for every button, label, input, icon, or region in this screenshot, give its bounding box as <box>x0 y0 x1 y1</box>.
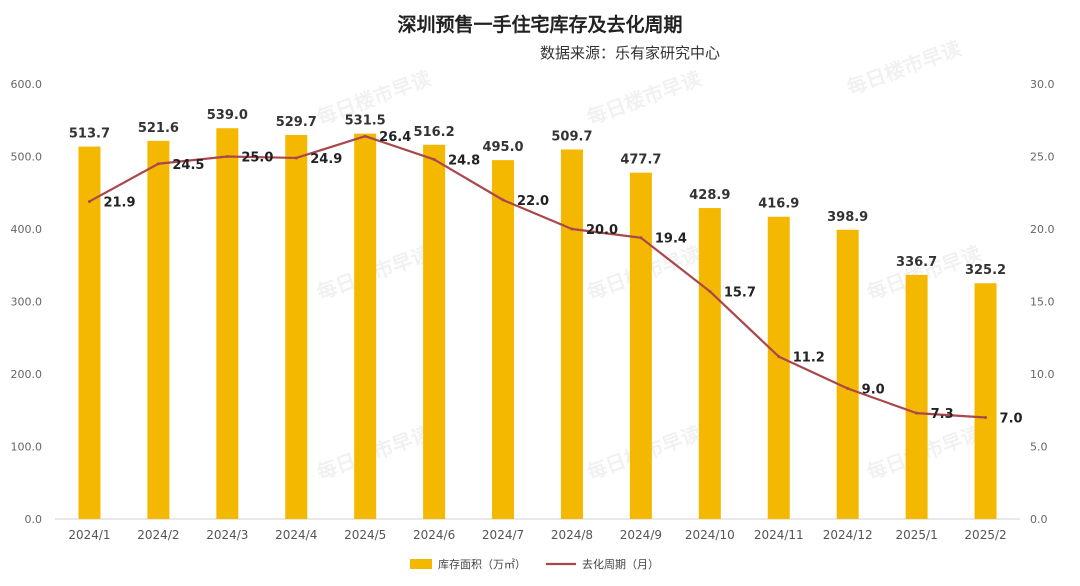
line-value-label: 24.9 <box>310 152 342 167</box>
x-tick-label: 2024/4 <box>275 528 317 542</box>
line-path <box>88 135 986 419</box>
line-series <box>87 134 988 419</box>
y-right-tick-label: 30.0 <box>1030 78 1055 91</box>
y-right-tick-label: 15.0 <box>1030 296 1055 309</box>
line-point <box>570 227 574 231</box>
y-right-tick-label: 5.0 <box>1030 441 1048 454</box>
x-tick-label: 2025/1 <box>895 528 937 542</box>
line-value-label: 15.7 <box>724 285 756 300</box>
line-value-label: 9.0 <box>862 383 885 398</box>
bar <box>560 149 583 519</box>
bar-value-label: 416.9 <box>758 197 799 212</box>
watermark-text: 每日楼市早读 <box>844 36 965 100</box>
y-left-tick-label: 200.0 <box>11 368 43 381</box>
y-left-tick-label: 400.0 <box>11 223 43 236</box>
bar <box>905 274 928 519</box>
line-value-label: 20.0 <box>586 223 618 238</box>
chart-subtitle: 数据来源：乐有家研究中心 <box>539 44 720 62</box>
line-point <box>87 199 91 203</box>
x-tick-label: 2024/5 <box>344 528 386 542</box>
bar <box>423 144 446 519</box>
bar <box>836 229 859 520</box>
bar-value-label: 513.7 <box>69 127 110 142</box>
line-point <box>363 134 367 138</box>
x-tick-label: 2024/2 <box>137 528 179 542</box>
bar-value-label: 428.9 <box>689 188 730 203</box>
y-left-tick-label: 0.0 <box>25 513 43 526</box>
line-value-label: 19.4 <box>655 232 687 247</box>
line-point <box>846 387 850 390</box>
legend: 库存面积（万㎡） 去化周期（月） <box>410 557 659 571</box>
bar-value-label: 539.0 <box>207 108 248 123</box>
x-tick-label: 2025/2 <box>964 528 1006 542</box>
line-value-label: 7.0 <box>1000 412 1023 427</box>
line-value-label: 7.3 <box>931 407 954 422</box>
line-point <box>915 411 919 415</box>
legend-label-bar: 库存面积（万㎡） <box>438 557 526 571</box>
bar <box>974 283 997 519</box>
y-right-tick-label: 0.0 <box>1030 513 1048 526</box>
x-tick-label: 2024/7 <box>482 528 524 542</box>
line-value-label: 24.8 <box>448 153 480 168</box>
bar <box>216 128 239 519</box>
bar-value-label: 495.0 <box>482 140 523 155</box>
line-value-label: 24.5 <box>172 158 204 173</box>
x-tick-label: 2024/3 <box>206 528 248 542</box>
x-tick-label: 2024/10 <box>685 528 735 542</box>
bar-value-label: 477.7 <box>620 153 661 168</box>
bar-value-label: 531.5 <box>345 114 386 129</box>
x-tick-label: 2024/12 <box>823 528 873 542</box>
line-point <box>294 156 298 160</box>
bar <box>78 146 101 519</box>
bar-value-label: 529.7 <box>276 115 317 130</box>
bar-value-label: 325.2 <box>965 263 1006 278</box>
line-value-label: 11.2 <box>793 351 825 366</box>
legend-label-line: 去化周期（月） <box>582 557 659 571</box>
bar <box>147 140 170 519</box>
line-point <box>432 157 436 161</box>
line-value-label: 21.9 <box>103 195 135 210</box>
line-point <box>708 289 712 293</box>
legend-swatch-bar <box>410 559 432 569</box>
bar-value-label: 509.7 <box>551 129 592 144</box>
bar-series <box>78 128 997 520</box>
bar <box>354 133 377 519</box>
data-labels: 513.7 521.6 539.0 529.7 531.5 516.2 495.0 509.7… <box>69 108 1023 426</box>
watermark-text: 每日楼市早读 <box>584 66 705 130</box>
bar <box>767 216 790 519</box>
line-value-label: 26.4 <box>379 130 411 145</box>
bar-value-label: 336.7 <box>896 255 937 270</box>
line-value-label: 22.0 <box>517 194 549 209</box>
y-right-tick-label: 10.0 <box>1030 368 1055 381</box>
line-point <box>639 236 643 240</box>
line-point <box>501 198 505 202</box>
bar <box>698 208 721 520</box>
y-right-tick-label: 25.0 <box>1030 151 1055 164</box>
axes: 0.0 100.0 200.0 300.0 400.0 500.0 600.0 0.0 5.0 1… <box>11 78 1055 542</box>
line-point <box>777 355 781 359</box>
line-point <box>156 162 160 166</box>
x-tick-label: 2024/11 <box>754 528 804 542</box>
y-left-tick-label: 500.0 <box>11 151 43 164</box>
y-right-tick-label: 20.0 <box>1030 223 1055 236</box>
x-tick-label: 2024/8 <box>551 528 593 542</box>
bar <box>629 172 652 520</box>
y-left-tick-label: 100.0 <box>11 441 43 454</box>
bar-value-label: 398.9 <box>827 210 868 225</box>
x-tick-label: 2024/1 <box>68 528 110 542</box>
bar-value-label: 521.6 <box>138 121 179 136</box>
bar-value-label: 516.2 <box>414 125 455 140</box>
y-left-tick-label: 300.0 <box>11 296 43 309</box>
line-point <box>984 416 988 419</box>
x-tick-label: 2024/9 <box>620 528 662 542</box>
line-point <box>225 155 229 158</box>
line-value-label: 25.0 <box>241 151 273 166</box>
bar <box>285 134 308 519</box>
y-left-tick-label: 600.0 <box>11 78 43 91</box>
x-tick-label: 2024/6 <box>413 528 455 542</box>
bar <box>492 160 515 519</box>
chart-title: 深圳预售一手住宅库存及去化周期 <box>397 14 683 36</box>
